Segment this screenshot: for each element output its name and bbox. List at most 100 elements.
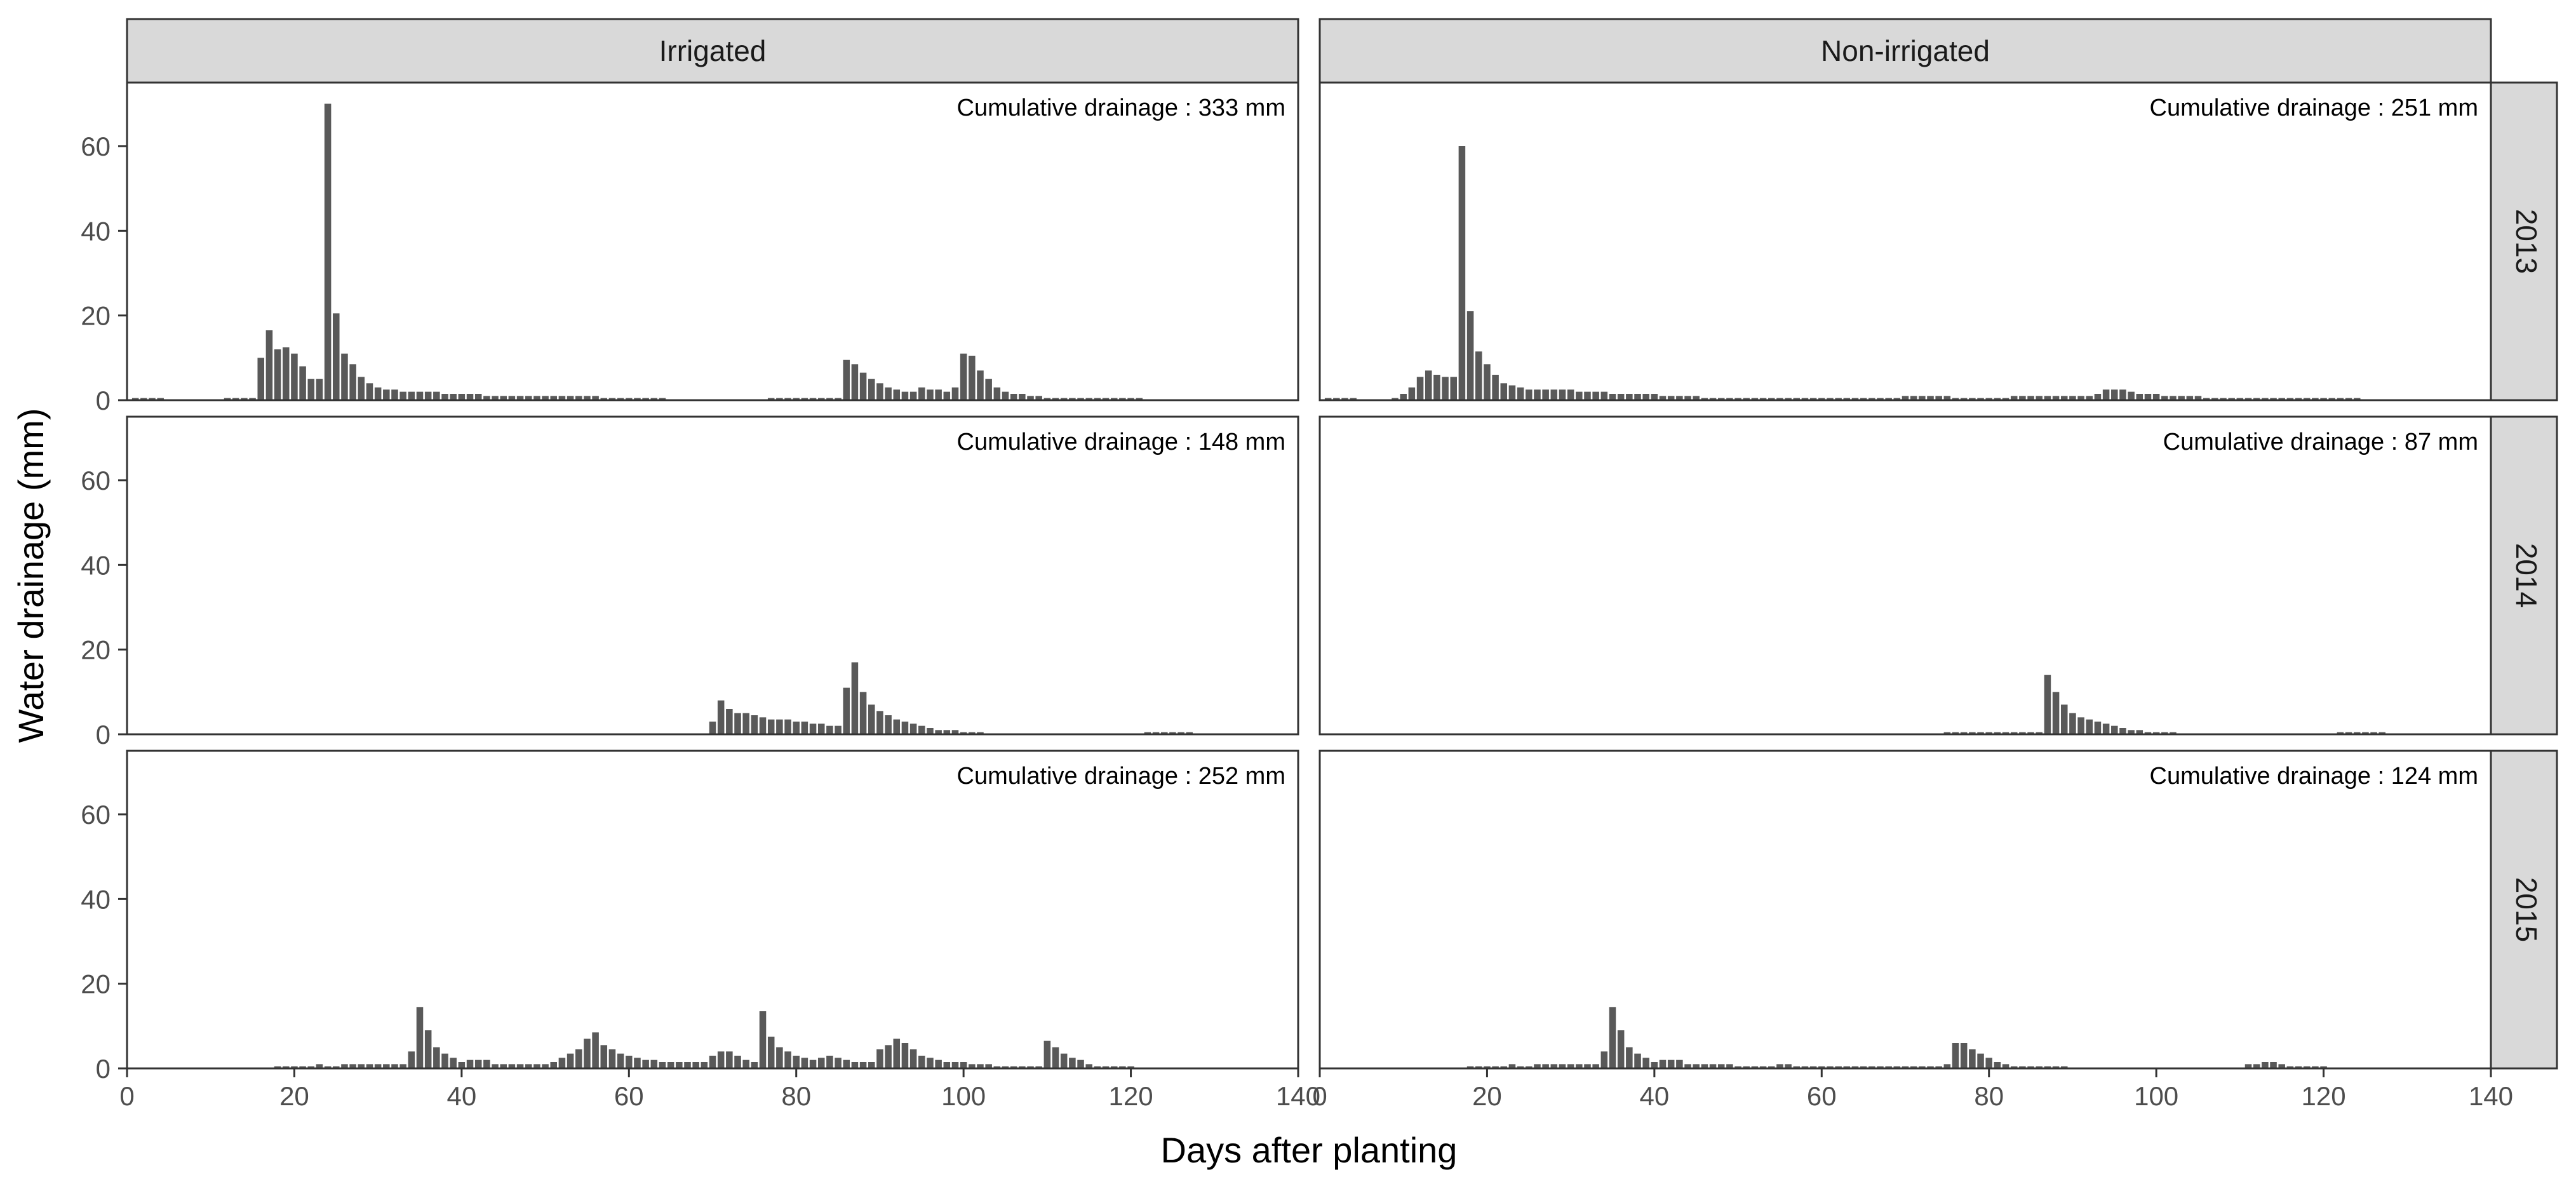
bar <box>1943 396 1951 400</box>
bar <box>801 722 808 734</box>
bar <box>726 1051 733 1068</box>
bar <box>2236 398 2244 400</box>
bar <box>1085 1064 1092 1068</box>
cumulative-drainage-label: Cumulative drainage : 148 mm <box>957 429 1285 455</box>
bar <box>2370 732 2377 734</box>
bar <box>1416 377 1424 400</box>
bar <box>550 396 558 400</box>
bar <box>1634 394 1641 400</box>
x-tick-label: 120 <box>1109 1081 1153 1111</box>
bar <box>1027 1066 1034 1068</box>
bar <box>2345 398 2352 400</box>
bar <box>801 398 808 400</box>
bar <box>859 372 867 400</box>
bar <box>759 717 767 734</box>
bar <box>1592 1064 1599 1068</box>
panel-irrigated-2013: Cumulative drainage : 333 mm <box>126 81 1299 401</box>
bar <box>1466 311 1474 400</box>
bar <box>985 1064 992 1068</box>
bar <box>1019 394 1026 400</box>
bar <box>969 356 976 400</box>
y-tick-label: 40 <box>81 216 111 246</box>
bar <box>1592 391 1599 400</box>
bar <box>1559 1064 1566 1068</box>
bar <box>2136 394 2143 400</box>
bar <box>1626 1047 1633 1068</box>
bar <box>307 1066 315 1068</box>
bar <box>2178 396 2185 400</box>
bar <box>2161 732 2168 734</box>
y-tick-label: 0 <box>96 720 111 750</box>
bar <box>1350 398 1357 400</box>
bar <box>1069 1058 1076 1068</box>
bar <box>969 1064 976 1068</box>
bar <box>793 398 800 400</box>
bar <box>709 1056 716 1068</box>
bar <box>893 389 901 400</box>
bar <box>466 394 474 400</box>
bar <box>341 353 348 400</box>
bar <box>2136 730 2143 734</box>
bar <box>1567 1064 1574 1068</box>
bar <box>851 1062 859 1068</box>
panel-frame <box>126 81 1299 401</box>
bar <box>600 1045 608 1068</box>
x-tick-label: 20 <box>1472 1081 1502 1111</box>
bar <box>1069 398 1076 400</box>
bar <box>1508 1064 1516 1068</box>
bar <box>1910 1066 1917 1068</box>
bar <box>692 1062 699 1068</box>
bar <box>1094 1066 1101 1068</box>
panels-layer: Irrigated Non-irrigated 2013 2014 2015 Cumula… <box>81 18 2558 1111</box>
bar <box>2253 398 2260 400</box>
bar <box>1969 732 1976 734</box>
bar <box>374 1064 382 1068</box>
bar <box>1094 398 1101 400</box>
bar <box>1600 1051 1608 1068</box>
y-tick-label: 40 <box>81 884 111 914</box>
bar <box>1341 398 1348 400</box>
cumulative-drainage-label: Cumulative drainage : 251 mm <box>2150 95 2478 121</box>
y-tick-label: 20 <box>81 635 111 665</box>
bar <box>1043 1040 1051 1068</box>
bar <box>1793 1066 1801 1068</box>
bar <box>2119 728 2126 734</box>
bar <box>1400 394 1407 400</box>
bar <box>433 1047 440 1068</box>
bar <box>1994 398 2001 400</box>
bar <box>2286 1066 2294 1068</box>
bar <box>131 398 139 400</box>
bar <box>1052 1047 1059 1068</box>
bar <box>701 1062 708 1068</box>
bar <box>901 391 909 400</box>
bar <box>542 396 549 400</box>
bar <box>2262 1062 2269 1068</box>
bar <box>1333 398 1340 400</box>
bar <box>793 722 800 734</box>
bar <box>1077 398 1084 400</box>
bar <box>626 398 633 400</box>
bar <box>1985 398 1992 400</box>
bar <box>617 398 624 400</box>
cumulative-drainage-label: Cumulative drainage : 87 mm <box>2163 429 2478 455</box>
bar <box>1709 1064 1717 1068</box>
bar <box>1776 398 1783 400</box>
bar <box>1136 398 1143 400</box>
bar <box>1751 398 1759 400</box>
bar <box>149 398 156 400</box>
bar <box>969 732 976 734</box>
bar <box>1043 398 1051 400</box>
bar <box>1877 1066 1884 1068</box>
bar <box>584 1039 591 1068</box>
bar <box>366 383 373 400</box>
bar <box>533 1064 540 1068</box>
bar <box>1152 732 1160 734</box>
panel-frame <box>1318 750 2492 1070</box>
bar <box>843 1060 850 1068</box>
bar <box>474 394 482 400</box>
bar <box>1027 396 1034 400</box>
bar <box>1425 370 1432 400</box>
bar <box>249 398 256 400</box>
bar <box>885 1045 892 1068</box>
bar <box>399 1064 406 1068</box>
